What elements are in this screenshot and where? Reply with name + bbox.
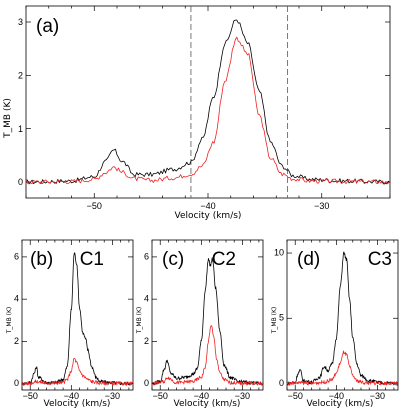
y-tick-label: 4 xyxy=(14,294,19,304)
panel-c: (c) C2 Velocity (km/s) T_MB (K) −50 −40 −3… xyxy=(136,239,264,409)
panel-d-title: C3 xyxy=(368,249,392,270)
y-tick-label: 3 xyxy=(18,17,23,27)
x-tick-label: −40 xyxy=(64,391,79,401)
x-tick-label: −30 xyxy=(314,201,329,211)
panel-b-ylabel: T_MB (K) xyxy=(6,307,13,334)
panel-c-title: C2 xyxy=(212,249,236,270)
plot-frame xyxy=(21,239,134,391)
x-tick-label: −40 xyxy=(200,201,215,211)
panel-b-title: C1 xyxy=(80,249,104,270)
plot-frame xyxy=(151,239,264,391)
plot-frame xyxy=(25,5,391,199)
y-tick-label: 4 xyxy=(144,294,149,304)
red-spectrum-line xyxy=(286,350,399,386)
y-tick-label: 0 xyxy=(14,378,19,388)
black-spectrum-line xyxy=(25,19,391,185)
black-spectrum-line xyxy=(21,252,134,386)
panel-d-xlabel: Velocity (km/s) xyxy=(307,399,374,409)
x-tick-label: −40 xyxy=(329,391,344,401)
x-tick-label: −50 xyxy=(153,391,168,401)
plot-frame xyxy=(286,239,399,391)
panel-c-label: (c) xyxy=(162,249,184,270)
y-tick-label: 10 xyxy=(274,247,284,257)
x-tick-label: −50 xyxy=(288,391,303,401)
panel-d-ylabel: T_MB (K) xyxy=(271,307,278,334)
x-tick-label: −50 xyxy=(87,201,102,211)
x-tick-label: −30 xyxy=(370,391,385,401)
panel-a-label: (a) xyxy=(36,16,59,37)
red-spectrum-line xyxy=(21,358,134,386)
panel-b: (b) C1 Velocity (km/s) T_MB (K) −50 −40 −3… xyxy=(6,239,134,409)
panel-c-xlabel: Velocity (km/s) xyxy=(174,399,241,409)
svg-text:T_MB (K): T_MB (K) xyxy=(271,307,278,334)
y-tick-label: 5 xyxy=(279,313,284,323)
panel-d-label: (d) xyxy=(297,249,320,270)
x-tick-label: −40 xyxy=(194,391,209,401)
x-tick-label: −30 xyxy=(105,391,120,401)
black-spectrum-line xyxy=(286,251,399,386)
y-tick-label: 2 xyxy=(14,336,19,346)
svg-text:T_MB (K): T_MB (K) xyxy=(3,98,13,139)
black-spectrum-line xyxy=(151,257,264,386)
svg-text:T_MB (K): T_MB (K) xyxy=(6,307,13,334)
red-spectrum-line xyxy=(25,36,391,185)
y-tick-label: 0 xyxy=(279,378,284,388)
y-tick-label: 1 xyxy=(18,124,23,134)
panel-d: (d) C3 Velocity (km/s) T_MB (K) −50 −40 −3… xyxy=(271,239,399,409)
panel-a-ylabel: T_MB (K) xyxy=(3,98,13,139)
panel-b-label: (b) xyxy=(30,249,53,270)
panel-c-ylabel: T_MB (K) xyxy=(136,307,143,334)
y-tick-label: 2 xyxy=(18,70,23,80)
panel-b-xlabel: Velocity (km/s) xyxy=(44,399,111,409)
panel-a-xlabel: Velocity (km/s) xyxy=(175,211,242,221)
x-tick-label: −30 xyxy=(235,391,250,401)
y-tick-label: 2 xyxy=(144,336,149,346)
y-tick-label: 0 xyxy=(18,177,23,187)
x-tick-label: −50 xyxy=(23,391,38,401)
svg-text:T_MB (K): T_MB (K) xyxy=(136,307,143,334)
y-tick-label: 6 xyxy=(144,251,149,261)
y-tick-label: 0 xyxy=(144,378,149,388)
panel-a: (a) Velocity (km/s) T_MB (K) −50 −40 −30 0 1… xyxy=(3,5,391,221)
red-spectrum-line xyxy=(151,325,264,386)
y-tick-label: 6 xyxy=(14,251,19,261)
